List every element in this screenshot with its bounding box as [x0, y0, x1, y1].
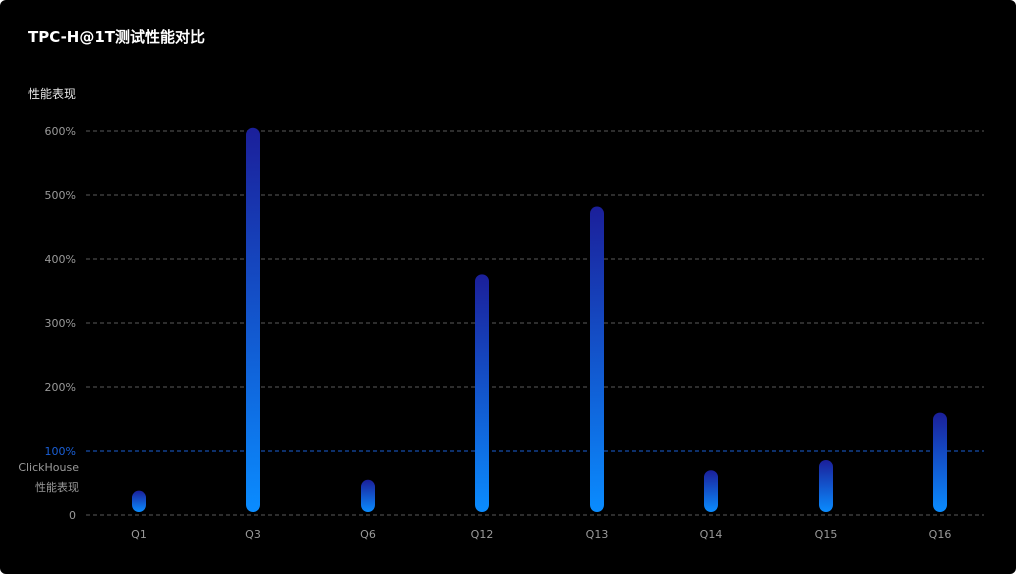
y-tick-label: 100%: [45, 445, 76, 458]
x-tick-label: Q16: [929, 528, 952, 541]
x-tick-label: Q3: [245, 528, 261, 541]
bar-q13: [590, 206, 604, 512]
bar-q3: [246, 127, 260, 513]
x-tick-label: Q6: [360, 528, 376, 541]
y-tick-label: 300%: [45, 317, 76, 330]
y-tick-label: 500%: [45, 189, 76, 202]
x-tick-label: Q15: [815, 528, 838, 541]
y-tick-label: 200%: [45, 381, 76, 394]
bar-q16: [933, 412, 947, 512]
x-tick-label: Q14: [700, 528, 723, 541]
y-tick-label: 400%: [45, 253, 76, 266]
bar-q6: [361, 479, 375, 512]
x-tick-label: Q12: [471, 528, 494, 541]
x-tick-label: Q1: [131, 528, 147, 541]
bar-q15: [819, 459, 833, 512]
reference-label-line1: ClickHouse: [18, 461, 79, 474]
x-tick-label: Q13: [586, 528, 609, 541]
chart-title: TPC-H@1T测试性能对比: [28, 28, 206, 46]
bar-q14: [704, 470, 718, 512]
reference-label-line2: 性能表现: [35, 480, 79, 494]
y-tick-label: 600%: [45, 125, 76, 138]
bar-q12: [475, 274, 489, 512]
y-tick-label: 0: [69, 509, 76, 522]
y-axis-label: 性能表现: [28, 87, 77, 101]
bar-q1: [132, 490, 146, 512]
